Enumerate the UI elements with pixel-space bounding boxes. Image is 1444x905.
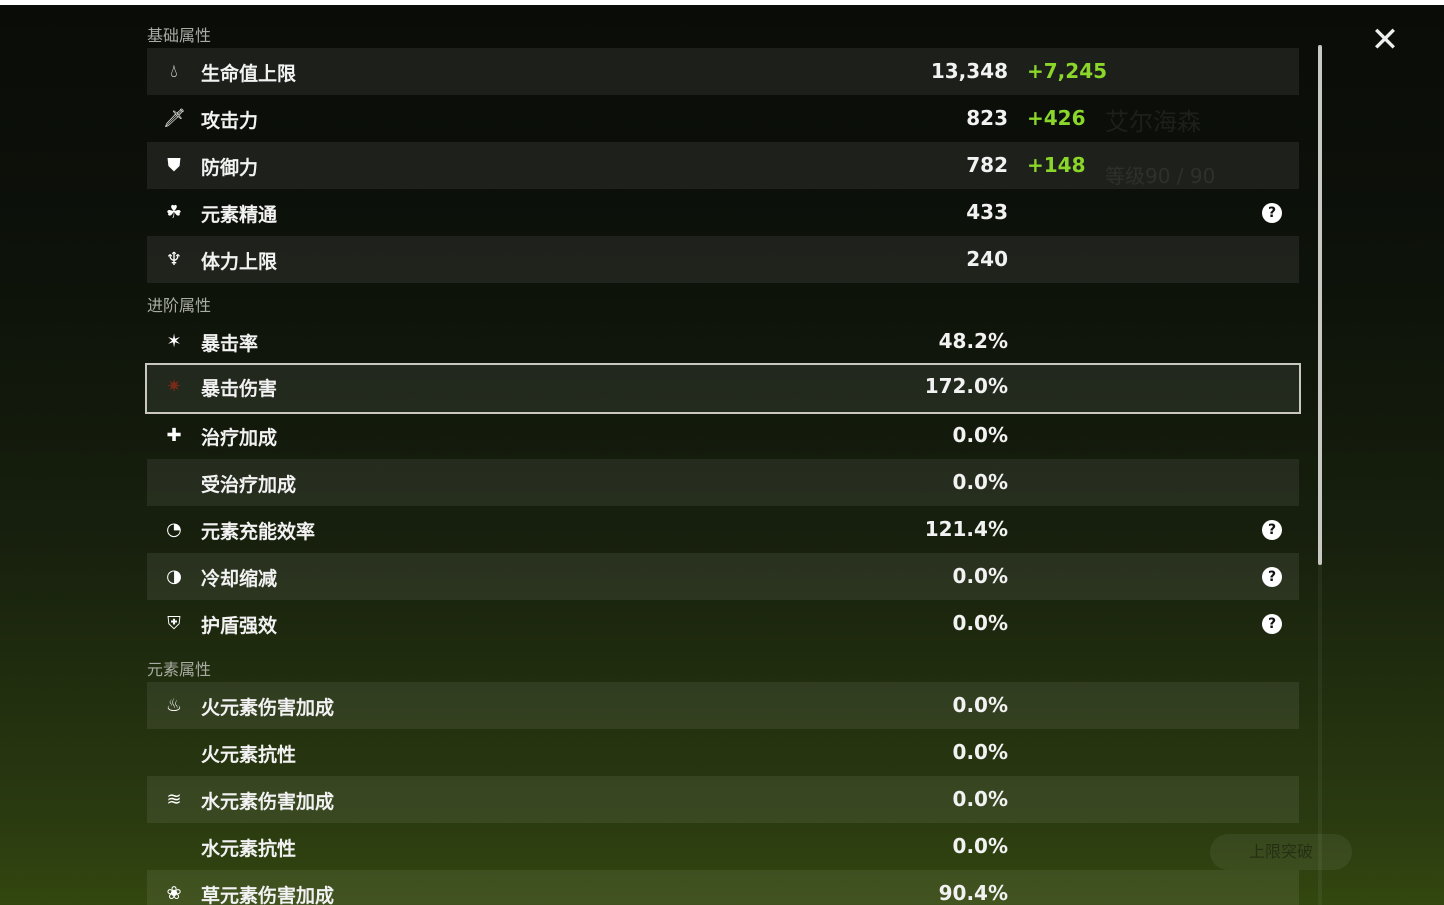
sword-icon: 🗡︎ [163,108,186,129]
stat-row[interactable]: ≋ 水元素伤害加成 0.0% [147,776,1299,823]
stat-row[interactable]: ⛨ 护盾强效 0.0%? [147,600,1299,647]
stat-label: 冷却缩减 [201,568,278,590]
stat-bonus: +426 [1027,106,1086,130]
help-icon[interactable]: ? [1262,203,1282,223]
close-icon: ✕ [1370,20,1400,60]
cooldown-icon: ◑ [166,566,182,587]
stat-value: 0.0% [952,740,1008,764]
stat-label: 暴击率 [201,333,259,355]
shield-icon: ⛊ [167,155,181,176]
stat-row[interactable]: 火元素抗性 0.0% [147,729,1299,776]
stat-value: 13,348 [930,59,1008,83]
help-icon[interactable]: ? [1262,567,1282,587]
stat-label: 生命值上限 [201,63,297,85]
stat-label: 火元素抗性 [201,744,297,766]
stat-label: 火元素伤害加成 [201,697,335,719]
stamina-icon: ♆ [165,249,183,270]
crit-rate-icon: ✶ [166,331,182,352]
stat-value: 121.4% [924,517,1008,541]
stat-row[interactable]: 受治疗加成 0.0% [147,459,1299,506]
hp-drop-icon: 💧︎ [170,61,178,82]
stat-row[interactable]: ♆ 体力上限 240 [147,236,1299,283]
stat-row[interactable]: ◔ 元素充能效率 121.4%? [147,506,1299,553]
stat-row[interactable]: ✶ 暴击率 48.2% [147,318,1299,365]
crit-dmg-icon: ✷ [166,376,182,397]
pyro-icon: ♨ [165,695,183,716]
stat-label: 攻击力 [201,110,259,132]
stat-row[interactable]: ❀ 草元素伤害加成 90.4% [147,870,1299,905]
stat-value: 0.0% [952,423,1008,447]
stat-row[interactable]: ◑ 冷却缩减 0.0%? [147,553,1299,600]
stat-label: 草元素伤害加成 [201,885,335,905]
character-name: 艾尔海森 [1105,108,1201,136]
stat-row[interactable]: ✷ 暴击伤害 172.0% [145,363,1301,414]
ascend-button: 上限突破 [1210,834,1352,870]
stat-value: 782 [966,153,1008,177]
help-icon[interactable]: ? [1262,520,1282,540]
stat-row[interactable]: ⛊ 防御力 782 +148 [147,142,1299,189]
stat-label: 暴击伤害 [201,378,278,400]
stat-label: 体力上限 [201,251,278,273]
section-title: 进阶属性 [147,296,212,315]
stat-row[interactable]: 💧︎ 生命值上限 13,348 +7,245 [147,48,1299,95]
top-strip [0,0,1444,5]
stat-label: 受治疗加成 [201,474,297,496]
dendro-icon: ❀ [166,883,182,904]
stat-bonus: +148 [1027,153,1086,177]
stat-bonus: +7,245 [1027,59,1108,83]
stat-value: 0.0% [952,611,1008,635]
scrollbar-thumb[interactable] [1318,45,1322,565]
stat-row[interactable]: ✚ 治疗加成 0.0% [147,412,1299,459]
stat-value: 0.0% [952,470,1008,494]
hydro-icon: ≋ [166,789,182,810]
stat-value: 172.0% [924,374,1008,398]
shield-strength-icon: ⛨ [167,613,181,634]
stat-label: 治疗加成 [201,427,278,449]
stat-value: 240 [966,247,1008,271]
stat-label: 水元素伤害加成 [201,791,335,813]
stat-value: 823 [966,106,1008,130]
stat-value: 48.2% [938,329,1008,353]
healing-icon: ✚ [166,425,182,446]
stat-row[interactable]: 水元素抗性 0.0% [147,823,1299,870]
stat-row[interactable]: ♨ 火元素伤害加成 0.0% [147,682,1299,729]
stat-row[interactable]: 🗡︎ 攻击力 823 +426 [147,95,1299,142]
character-level: 等级90 / 90 [1105,164,1216,188]
stat-label: 防御力 [201,157,259,179]
stat-value: 0.0% [952,564,1008,588]
section-title: 元素属性 [147,660,212,679]
elemental-mastery-icon: ☘ [165,202,183,223]
stat-label: 护盾强效 [201,615,278,637]
stat-value: 433 [966,200,1008,224]
stat-label: 元素精通 [201,204,278,226]
section-title: 基础属性 [147,26,212,45]
close-button[interactable]: ✕ [1368,23,1402,57]
stat-value: 0.0% [952,693,1008,717]
energy-recharge-icon: ◔ [166,519,182,540]
stat-value: 0.0% [952,834,1008,858]
stat-value: 90.4% [938,881,1008,905]
help-icon[interactable]: ? [1262,614,1282,634]
stat-value: 0.0% [952,787,1008,811]
stat-row[interactable]: ☘ 元素精通 433? [147,189,1299,236]
stat-label: 水元素抗性 [201,838,297,860]
stat-label: 元素充能效率 [201,521,316,543]
